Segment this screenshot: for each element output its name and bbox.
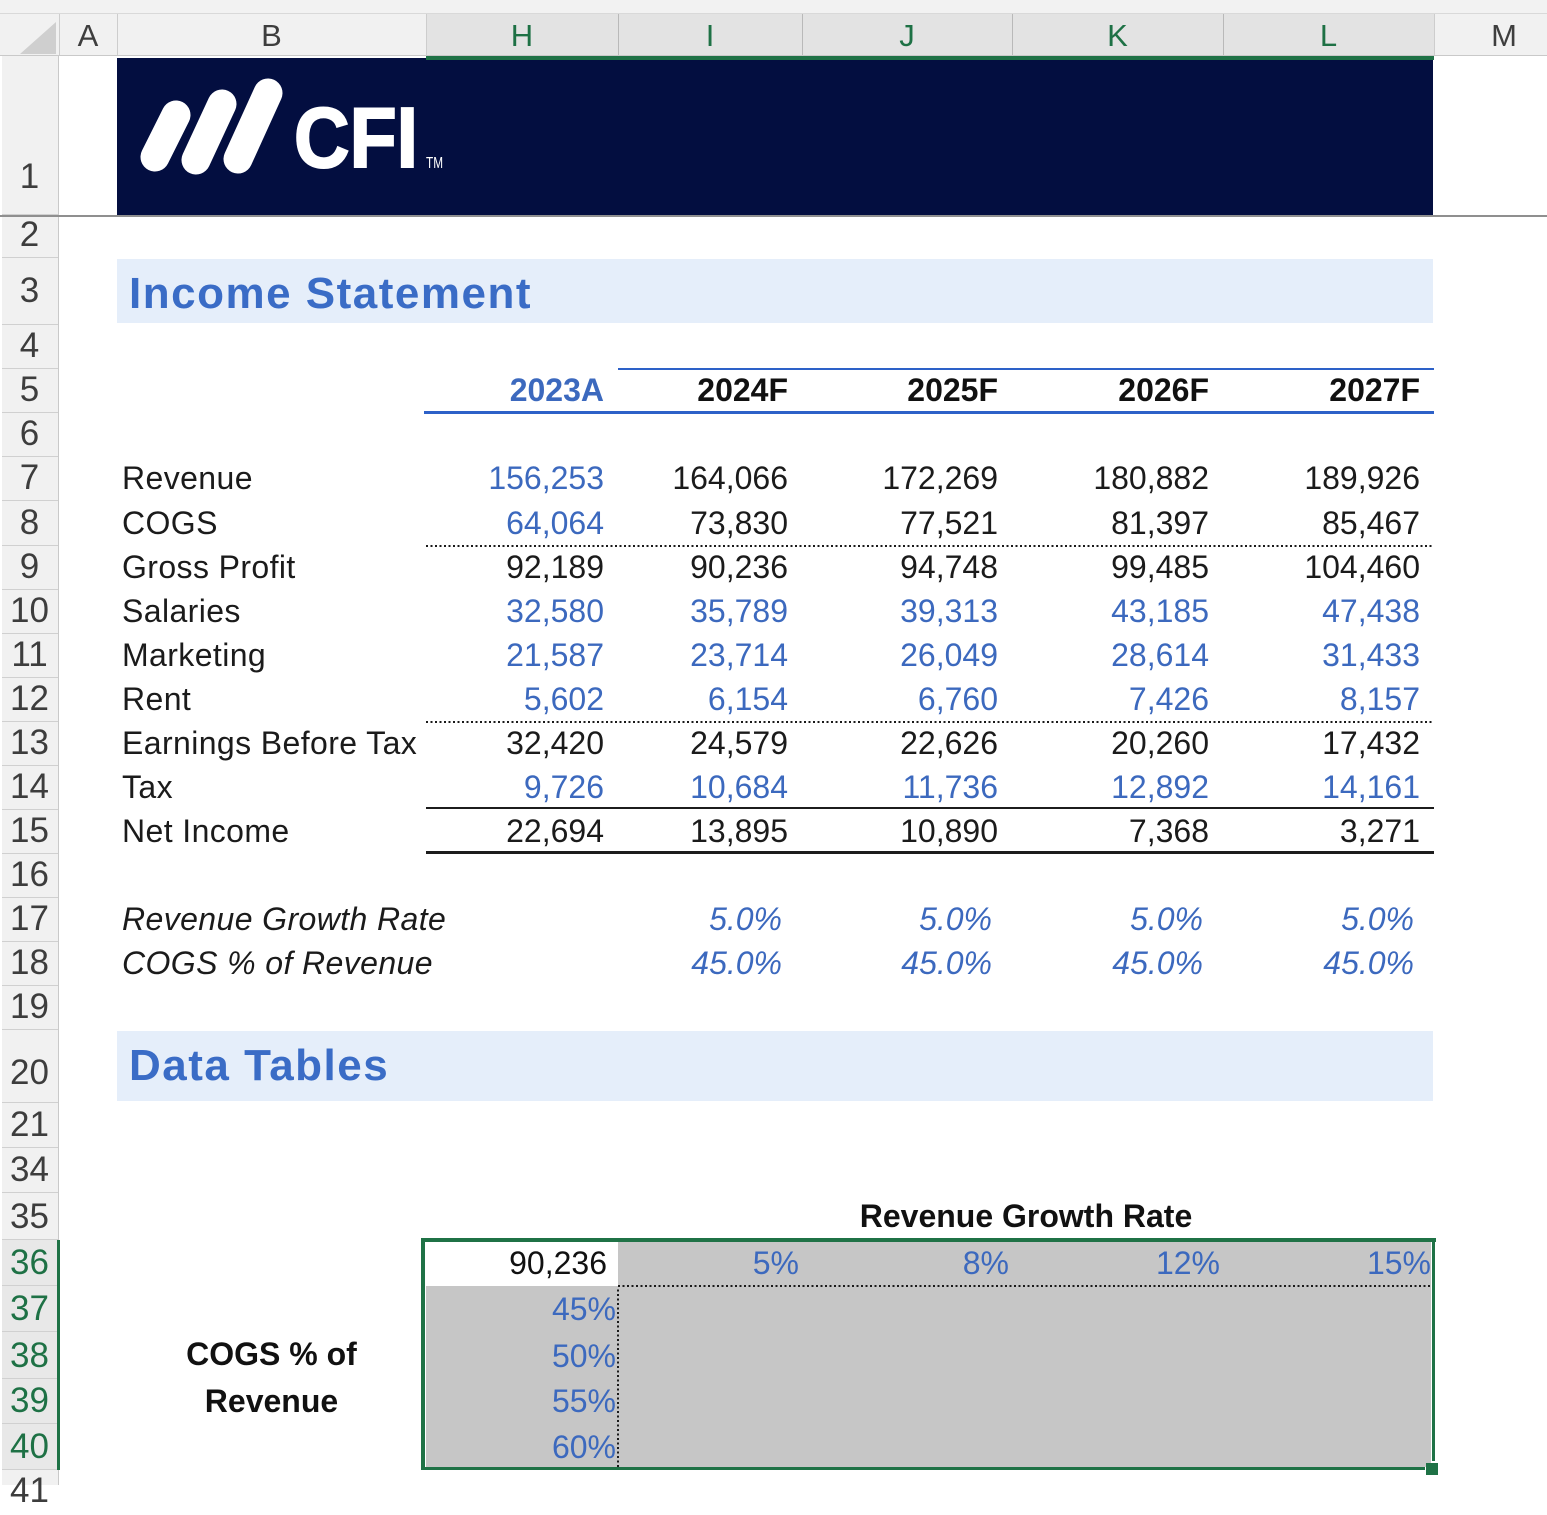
svg-text:CFI: CFI (294, 91, 418, 186)
svg-text:TM: TM (426, 155, 443, 172)
